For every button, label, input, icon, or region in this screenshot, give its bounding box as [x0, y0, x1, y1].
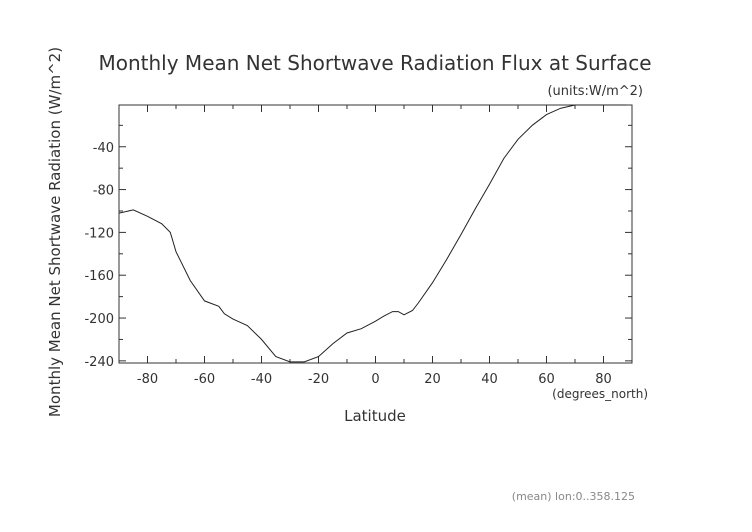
x-unit-label: (degrees_north) [552, 387, 648, 401]
x-tick-label: 80 [595, 372, 612, 387]
y-tick-label: -160 [84, 269, 114, 284]
x-tick-label: 40 [481, 372, 498, 387]
x-tick-label: -40 [251, 372, 272, 387]
x-tick-label: -60 [194, 372, 215, 387]
plot-frame [118, 104, 633, 364]
footnote: (mean) lon:0..358.125 [512, 490, 635, 503]
axis-ticks: -80 -60 -40 -20 0 20 40 60 80-40-80-120-160-200-… [84, 105, 632, 387]
y-tick-label: -240 [84, 355, 114, 370]
x-tick-label: -20 [308, 372, 329, 387]
x-tick-label: 60 [538, 372, 555, 387]
units-note: (units:W/m^2) [547, 84, 643, 99]
plot-area [118, 104, 627, 363]
x-tick-label: -80 [137, 372, 158, 387]
y-tick-label: -80 [93, 184, 114, 199]
x-axis-label: Latitude [344, 407, 406, 425]
x-tick-label: 0 [371, 372, 379, 387]
y-tick-label: -120 [84, 226, 114, 241]
chart-title: Monthly Mean Net Shortwave Radiation Flu… [99, 51, 652, 75]
y-axis-label: Monthly Mean Net Shortwave Radiation (W/… [46, 47, 64, 417]
y-tick-label: -200 [84, 312, 114, 327]
y-tick-label: -40 [93, 141, 114, 156]
x-tick-label: 20 [424, 372, 441, 387]
series-line [118, 104, 627, 363]
